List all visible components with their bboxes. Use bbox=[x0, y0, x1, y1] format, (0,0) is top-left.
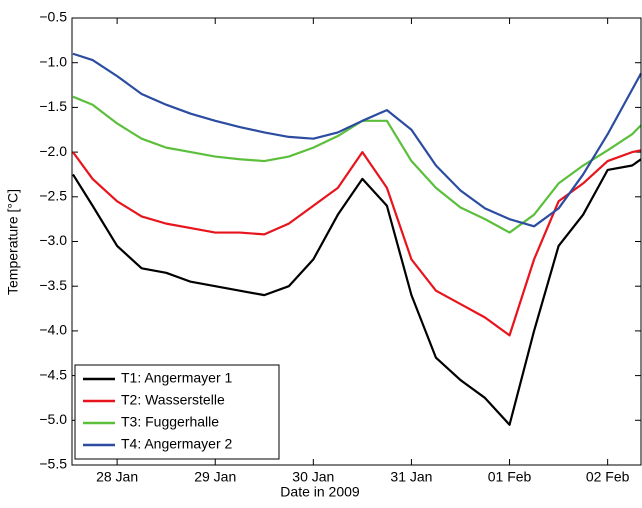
y-tick-label: −0.5 bbox=[39, 9, 67, 25]
series-line bbox=[72, 158, 642, 426]
y-tick-label: −2.0 bbox=[39, 143, 67, 159]
x-tick-label: 29 Jan bbox=[194, 469, 236, 485]
legend-box bbox=[74, 364, 280, 460]
y-tick-label: −3.0 bbox=[39, 232, 67, 248]
series-line bbox=[72, 52, 642, 228]
x-axis-label: Date in 2009 bbox=[280, 484, 360, 500]
legend-label: T3: Fuggerhalle bbox=[121, 414, 219, 430]
legend-label: T2: Wasserstelle bbox=[121, 392, 225, 408]
y-tick-label: −5.5 bbox=[39, 456, 67, 472]
y-tick-label: −5.0 bbox=[39, 411, 67, 427]
y-axis-label: Temperature [°C] bbox=[5, 189, 21, 295]
y-tick-label: −1.0 bbox=[39, 53, 67, 69]
x-tick-label: 30 Jan bbox=[292, 469, 334, 485]
x-tick-label: 02 Feb bbox=[586, 469, 630, 485]
series-line bbox=[72, 95, 642, 234]
y-tick-label: −2.5 bbox=[39, 188, 67, 204]
series-line bbox=[72, 149, 642, 337]
legend-label: T1: Angermayer 1 bbox=[121, 370, 232, 386]
plot-frame bbox=[71, 17, 642, 466]
x-tick-label: 01 Feb bbox=[488, 469, 532, 485]
x-tick-label: 31 Jan bbox=[390, 469, 432, 485]
y-tick-label: −4.0 bbox=[39, 322, 67, 338]
y-tick-label: −1.5 bbox=[39, 98, 67, 114]
legend-label: T4: Angermayer 2 bbox=[121, 436, 232, 452]
y-tick-label: −4.5 bbox=[39, 366, 67, 382]
y-tick-label: −3.5 bbox=[39, 277, 67, 293]
x-tick-label: 28 Jan bbox=[96, 469, 138, 485]
